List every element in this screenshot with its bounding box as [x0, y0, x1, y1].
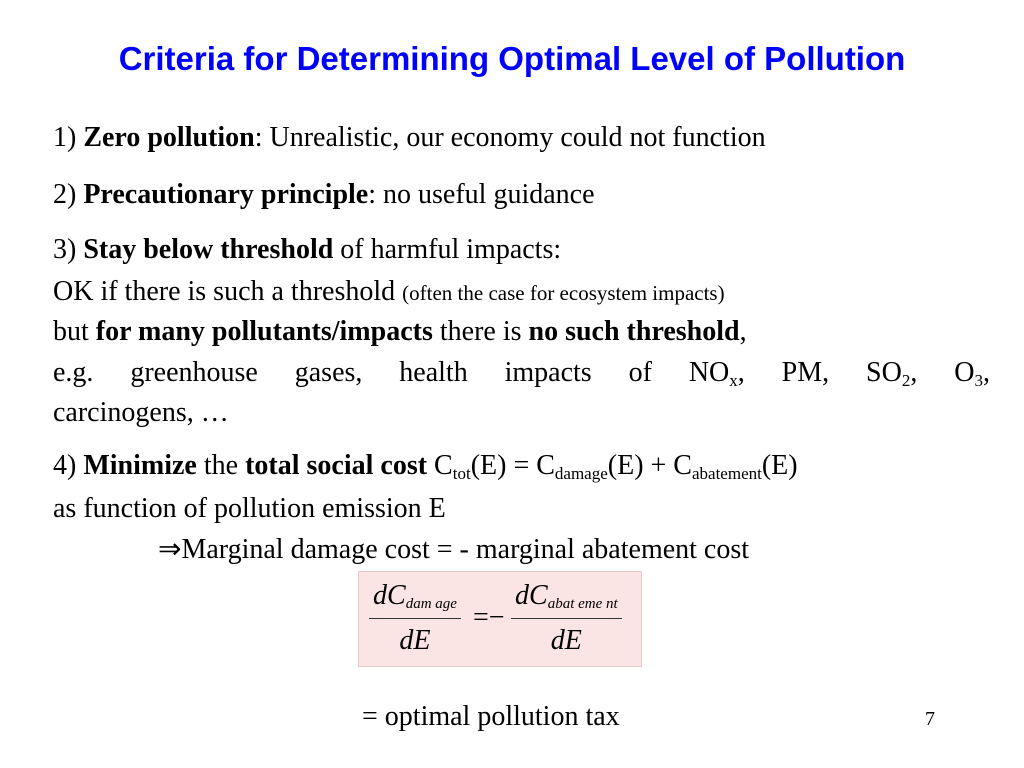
item-3-line-4: e.g. greenhouse gases, health impacts of…	[53, 357, 990, 389]
item-4-line-2: as function of pollution emission E	[53, 493, 446, 524]
numerator: dC	[515, 580, 548, 611]
text: (E) = C	[470, 450, 555, 481]
item-3-line-5: carcinogens, …	[53, 397, 229, 428]
item-3-line-2: OK if there is such a threshold (often t…	[53, 276, 725, 309]
item-term: Stay below threshold	[83, 234, 334, 265]
text: ,	[983, 357, 990, 388]
item-number: 4)	[53, 450, 84, 481]
subscript: 3	[974, 371, 984, 390]
item-text: of harmful impacts:	[333, 234, 562, 265]
item-3-line-3: but for many pollutants/impacts there is…	[53, 316, 747, 348]
text: ,	[739, 316, 747, 347]
text: , PM, SO	[737, 357, 902, 388]
denominator: dE	[550, 625, 582, 656]
text: there is	[432, 316, 529, 347]
text: C	[427, 450, 453, 481]
item-term: Precautionary principle	[83, 179, 369, 210]
emphasis: total social cost	[245, 450, 428, 481]
item-4: 4) Minimize the total social cost Ctot(E…	[53, 450, 798, 482]
page-number: 7	[925, 708, 935, 730]
text: (E) + C	[607, 450, 692, 481]
item-number: 2)	[53, 179, 84, 210]
item-number: 3)	[53, 234, 84, 265]
right-fraction: dCabat eme nt dE	[511, 580, 622, 657]
subscript: 2	[901, 371, 911, 390]
subscript: x	[729, 371, 738, 390]
text: , O	[910, 357, 975, 388]
subscript: abatement	[691, 464, 762, 483]
text: but	[53, 316, 96, 347]
item-text: : Unrealistic, our economy could not fun…	[254, 122, 766, 153]
text: e.g. greenhouse gases, health impacts of…	[53, 357, 730, 388]
item-2: 2) Precautionary principle: no useful gu…	[53, 179, 595, 211]
subscript: abat eme nt	[547, 596, 618, 612]
equals-minus: =−	[473, 602, 505, 633]
subscript: dam age	[405, 596, 457, 612]
item-term: Zero pollution	[83, 122, 255, 153]
emphasis: no such threshold	[528, 316, 740, 347]
note: (often the case for ecosystem impacts)	[402, 281, 725, 305]
item-4-line-3: ⇒Marginal damage cost = - marginal abate…	[158, 534, 750, 565]
subscript: damage	[554, 464, 608, 483]
item-number: 1)	[53, 122, 84, 153]
denominator: dE	[399, 625, 431, 656]
emphasis: for many pollutants/impacts	[95, 316, 433, 347]
subscript: tot	[452, 464, 471, 483]
text: the	[196, 450, 246, 481]
left-fraction: dCdam age dE	[369, 580, 461, 657]
item-1: 1) Zero pollution: Unrealistic, our econ…	[53, 122, 766, 154]
tax-line: = optimal pollution tax	[362, 701, 620, 732]
item-3: 3) Stay below threshold of harmful impac…	[53, 234, 561, 266]
emphasis: Minimize	[83, 450, 197, 481]
numerator: dC	[373, 580, 406, 611]
text: OK if there is such a threshold	[53, 276, 403, 307]
formula-box: dCdam age dE =− dCabat eme nt dE	[358, 571, 642, 667]
slide-title: Criteria for Determining Optimal Level o…	[118, 40, 906, 77]
item-text: : no useful guidance	[368, 179, 595, 210]
text: (E)	[761, 450, 798, 481]
